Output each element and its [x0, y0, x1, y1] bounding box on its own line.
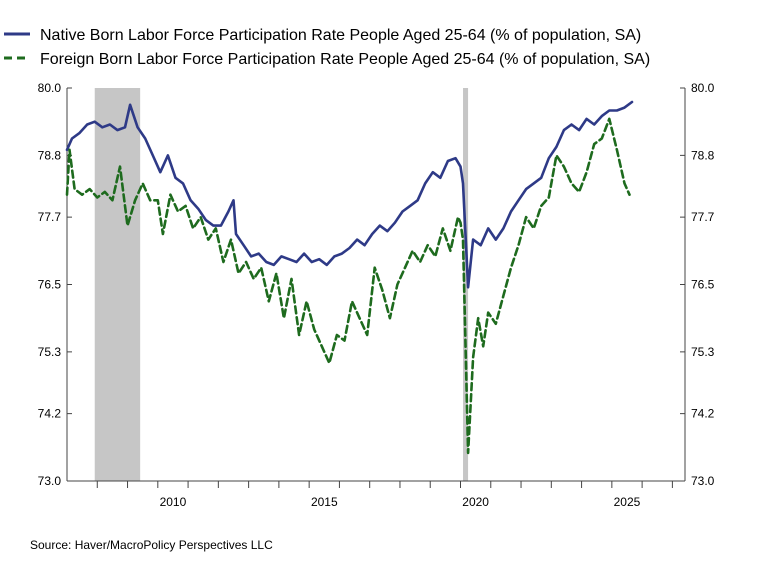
series-line-1 — [65, 100, 634, 289]
y-tick-label-right: 77.7 — [691, 210, 715, 224]
y-tick-label-right: 76.5 — [691, 278, 715, 292]
legend-label-2: Foreign Born Labor Force Participation R… — [40, 51, 650, 68]
source-note: Source: Haver/MacroPolicy Perspectives L… — [30, 538, 273, 552]
recession-shade-2 — [463, 88, 469, 481]
legend-label-1: Native Born Labor Force Participation Ra… — [40, 27, 641, 44]
y-tick-label-right: 74.2 — [691, 407, 715, 421]
series-line-2 — [65, 117, 631, 455]
y-tick-label-right: 75.3 — [691, 345, 715, 359]
y-tick-label-right: 73.0 — [691, 474, 715, 488]
y-tick-label-right: 80.0 — [691, 81, 715, 95]
y-tick-label-left: 75.3 — [38, 345, 62, 359]
legend: Native Born Labor Force Participation Ra… — [4, 27, 650, 68]
plot-area: 73.0 73.0 74.2 74.2 75.3 75.3 76.5 76.5 77.7 77.7… — [38, 81, 715, 509]
y-tick-label-left: 77.7 — [38, 210, 62, 224]
x-tick-label: 2010 — [160, 495, 187, 509]
y-tick-label-right: 78.8 — [691, 148, 715, 162]
y-tick-label-left: 74.2 — [38, 407, 62, 421]
y-tick-label-left: 78.8 — [38, 148, 62, 162]
y-tick-label-left: 80.0 — [38, 81, 62, 95]
x-tick-label: 2020 — [462, 495, 489, 509]
x-tick-label: 2025 — [614, 495, 641, 509]
x-tick-label: 2015 — [311, 495, 338, 509]
y-tick-label-left: 73.0 — [38, 474, 62, 488]
y-tick-label-left: 76.5 — [38, 278, 62, 292]
recession-shade-1 — [94, 88, 141, 481]
